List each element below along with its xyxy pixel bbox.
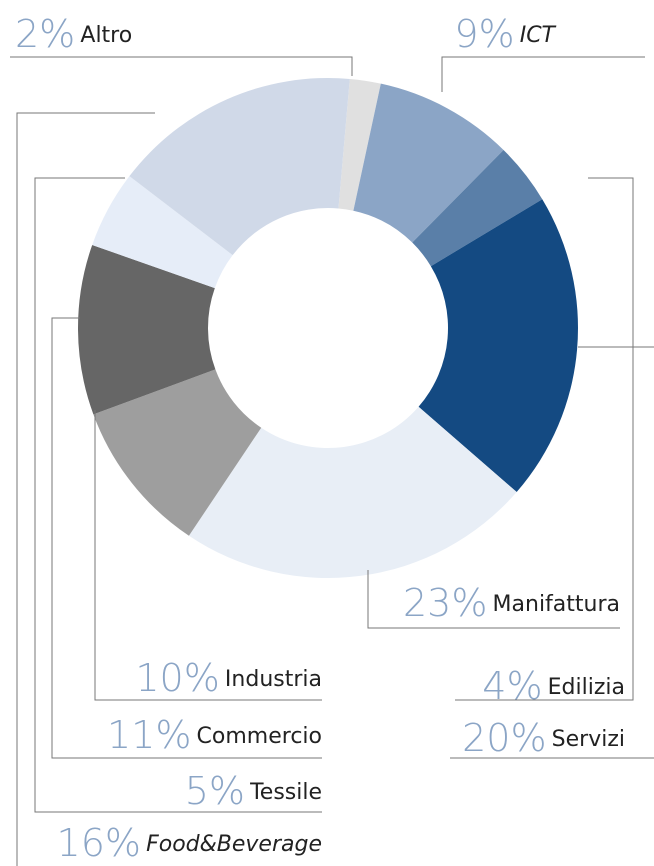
slice-percent: 4%: [482, 664, 542, 708]
slice-label: 16% Food&Beverage: [57, 821, 322, 865]
slice-label: 11% Commercio: [107, 713, 322, 757]
slice-name: Commercio: [197, 724, 322, 749]
slice-percent: 20%: [462, 716, 546, 760]
slice-label: 9% ICT: [454, 12, 556, 56]
slice-percent: 9%: [454, 12, 514, 56]
leader-line: [450, 346, 654, 759]
donut-slice: [412, 149, 543, 267]
slice-name: Servizi: [552, 727, 625, 752]
leader-line: [94, 410, 322, 701]
slice-name: Food&Beverage: [146, 832, 322, 857]
slice-label: 2% Altro: [15, 12, 132, 56]
donut-slice: [77, 244, 216, 415]
leader-line: [51, 317, 322, 759]
slice-label: 5% Tessile: [185, 769, 322, 813]
slice-name: Manifattura: [493, 592, 620, 617]
leader-line: [10, 56, 353, 76]
donut-slice: [188, 406, 517, 578]
leader-line: [367, 570, 620, 629]
donut-slice: [93, 369, 262, 536]
slice-percent: 10%: [135, 656, 219, 700]
slice-percent: 16%: [57, 821, 141, 865]
slice-percent: 5%: [185, 769, 245, 813]
slice-name: Tessile: [249, 780, 322, 805]
leader-line: [441, 56, 645, 92]
slice-label: 23% Manifattura: [403, 581, 620, 625]
slice-label: 20% Servizi: [462, 716, 625, 760]
leader-line: [34, 177, 322, 813]
slice-label: 10% Industria: [135, 656, 322, 700]
donut-slice: [353, 83, 504, 243]
slice-percent: 11%: [107, 713, 191, 757]
slice-name: Industria: [225, 667, 322, 692]
donut-slice: [338, 78, 381, 211]
donut-slice: [92, 176, 233, 289]
donut-slice: [418, 199, 578, 493]
slice-percent: 2%: [15, 12, 75, 56]
slice-label: 4% Edilizia: [482, 664, 625, 708]
leader-line: [16, 112, 155, 866]
slice-percent: 23%: [403, 581, 487, 625]
leader-line: [455, 177, 634, 701]
slice-name: Edilizia: [548, 675, 625, 700]
slice-name: ICT: [520, 23, 557, 48]
slice-name: Altro: [80, 23, 132, 48]
donut-slice: [129, 78, 350, 256]
